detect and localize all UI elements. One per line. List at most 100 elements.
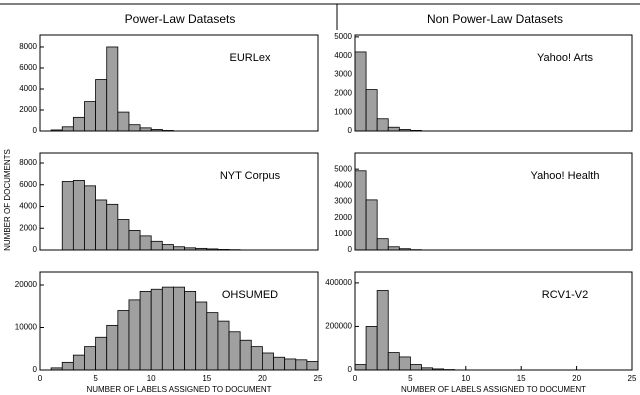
histogram-bar	[139, 290, 152, 371]
x-tick-label: 15	[517, 374, 526, 383]
histogram-bar	[228, 331, 241, 371]
x-tick-label: 0	[353, 374, 358, 383]
histogram-bar	[161, 244, 174, 251]
panel-frame	[39, 34, 319, 132]
histogram-bar	[117, 219, 130, 251]
y-tick-label: 2000	[334, 88, 352, 97]
panel-frame	[354, 271, 633, 371]
histogram-bar	[409, 364, 422, 371]
y-tick-label: 0	[348, 126, 353, 135]
histogram-bar	[95, 199, 108, 251]
panel-frame	[39, 152, 319, 251]
histogram-bar	[365, 326, 378, 371]
y-tick-label: 6000	[19, 180, 37, 189]
histogram-bar	[376, 238, 389, 251]
y-tick-label: 4000	[334, 51, 352, 60]
x-tick-label: 20	[572, 374, 581, 383]
y-axis-label: NUMBER OF DOCUMENTS	[3, 149, 12, 251]
panel-frame	[354, 152, 633, 251]
histogram-bar	[150, 288, 163, 371]
y-tick-label: 8000	[19, 158, 37, 167]
histogram-bar	[173, 286, 185, 371]
y-tick-label: 200000	[325, 322, 352, 331]
histogram-bar	[376, 290, 389, 371]
x-axis-label: NUMBER OF LABELS ASSIGNED TO DOCUMENT	[401, 385, 586, 394]
y-tick-label: 400000	[325, 278, 352, 287]
dataset-label: OHSUMED	[222, 289, 278, 301]
histogram-bar	[376, 118, 389, 132]
histogram-bar	[398, 356, 411, 371]
y-tick-label: 2000	[19, 223, 37, 232]
histogram-bar	[72, 116, 85, 132]
dataset-label: NYT Corpus	[220, 170, 281, 182]
histogram-bar	[95, 336, 108, 371]
y-tick-label: 2000	[334, 213, 352, 222]
histogram-bar	[72, 180, 85, 251]
histogram-bar	[128, 230, 141, 251]
column-title: Non Power-Law Datasets	[427, 12, 563, 26]
dataset-label: RCV1-V2	[542, 289, 588, 301]
x-axis-label: NUMBER OF LABELS ASSIGNED TO DOCUMENT	[86, 385, 271, 394]
x-tick-label: 10	[461, 374, 470, 383]
x-tick-label: 5	[93, 374, 98, 383]
histogram-bar	[95, 79, 108, 132]
y-tick-label: 3000	[334, 70, 352, 79]
histogram-bar	[150, 240, 163, 251]
histogram-bar	[106, 46, 119, 132]
y-tick-label: 1000	[334, 229, 352, 238]
histogram-bar	[273, 356, 286, 371]
histogram-bar	[284, 358, 297, 371]
histogram-bar	[217, 320, 230, 371]
histogram-bar	[239, 339, 252, 371]
histogram-bar	[106, 203, 119, 251]
x-tick-label: 15	[202, 374, 211, 383]
y-tick-label: 20000	[15, 280, 38, 289]
panel-frame	[39, 271, 319, 371]
histogram-bar	[84, 185, 97, 251]
histogram-bar	[295, 359, 308, 371]
y-tick-label: 2000	[19, 105, 37, 114]
x-tick-label: 25	[314, 374, 323, 383]
y-tick-label: 0	[33, 126, 38, 135]
x-tick-label: 5	[408, 374, 413, 383]
y-tick-label: 6000	[19, 63, 37, 72]
panel-frame	[354, 34, 633, 132]
y-tick-label: 1000	[334, 107, 352, 116]
y-tick-label: 0	[348, 365, 353, 374]
histogram-bar	[117, 111, 130, 132]
histogram-bar	[139, 235, 152, 251]
histogram-bar	[354, 364, 367, 371]
histogram-bar	[106, 324, 119, 371]
y-tick-label: 0	[33, 245, 38, 254]
y-tick-label: 3000	[334, 197, 352, 206]
histogram-bar	[354, 170, 367, 251]
histogram-bar	[72, 354, 85, 371]
y-tick-label: 0	[348, 245, 353, 254]
histogram-bar	[306, 361, 319, 371]
histogram-bar	[184, 290, 197, 371]
histogram-bar	[195, 301, 208, 371]
histogram-bar	[117, 310, 130, 371]
histogram-bar	[128, 299, 141, 371]
column-title: Power-Law Datasets	[125, 12, 236, 26]
y-tick-label: 8000	[19, 42, 37, 51]
histogram-bar	[387, 126, 400, 132]
dataset-label: EURLex	[230, 52, 271, 64]
histogram-bar	[61, 181, 74, 251]
x-tick-label: 10	[147, 374, 156, 383]
y-tick-label: 4000	[19, 84, 37, 93]
histogram-bar	[261, 352, 274, 371]
histogram-bar	[250, 346, 263, 371]
histogram-bar	[206, 312, 219, 371]
x-tick-label: 25	[628, 374, 637, 383]
y-tick-label: 10000	[15, 323, 38, 332]
histogram-bar	[61, 361, 74, 371]
histogram-bar	[354, 51, 367, 132]
x-tick-label: 0	[38, 374, 43, 383]
dataset-label: Yahoo! Health	[531, 170, 600, 182]
histogram-bar	[387, 352, 400, 371]
histogram-bar	[161, 286, 174, 371]
histogram-bar	[128, 124, 141, 132]
y-tick-label: 4000	[334, 180, 352, 189]
